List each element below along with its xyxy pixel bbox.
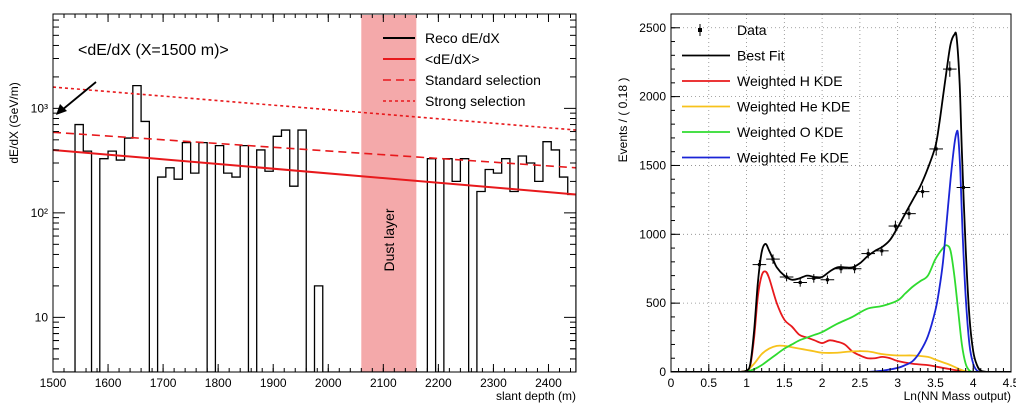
data-point [807,274,821,283]
weighted-h-kde-curve [738,270,974,372]
left-legend-entry: Reco dE/dX [383,30,500,46]
mean-dedx-line [53,148,576,196]
data-point [779,272,794,282]
data-point [943,61,957,77]
left-chart: Dust layer 1500 1600 1700 1800 1900 2000 2100 2… [7,13,577,403]
data-point [820,275,835,285]
data-point [956,181,971,194]
weighted-o-kde-curve [738,244,974,372]
left-x-tick-label: 1500 [40,376,67,390]
left-y-axis-label: dE/dX (GeV/m) [7,82,21,163]
data-point [915,185,930,198]
right-legend-entry: Weighted He KDE [682,99,850,115]
left-legend-entry: <dE/dX> [383,51,480,67]
right-legend-entry: Weighted H KDE [682,73,843,89]
left-legend: Reco dE/dX <dE/dX> Standard selection Stron… [383,30,541,109]
right-x-tick-label: 1 [743,376,750,390]
right-y-tick-label: 0 [659,365,666,379]
data-point [929,142,943,156]
right-legend-label: Weighted Fe KDE [737,150,849,166]
left-x-tick-label: 2400 [535,376,562,390]
left-x-tick-label: 1700 [150,376,177,390]
left-legend-label: <dE/dX> [425,51,480,67]
left-x-tick-label: 1800 [205,376,232,390]
right-y-tick-label: 1000 [639,227,666,241]
left-x-tick-label: 2000 [315,376,342,390]
right-x-tick-label: 0.5 [700,376,717,390]
data-point [752,259,767,270]
annotation-arrow [56,81,97,115]
right-legend-entry: Weighted O KDE [682,124,843,140]
annotation-text: <dE/dX (X=1500 m)> [78,42,229,59]
right-x-tick-label: 0 [668,376,675,390]
right-legend-label: Weighted O KDE [737,124,843,140]
left-legend-label: Reco dE/dX [425,30,500,46]
left-x-tick-label: 1900 [260,376,287,390]
data-point [847,264,862,274]
data-point [902,208,916,220]
right-y-tick-label: 2500 [639,21,666,35]
left-y-tick-label: 10³ [31,101,48,115]
right-chart: 0 0.5 1 1.5 2 2.5 3 3.5 4 4.5 0 500 1000 1500 2000 250… [616,13,1016,403]
data-point [861,248,875,259]
right-x-tick-label: 4.5 [1003,376,1016,390]
right-x-tick-label: 4 [970,376,977,390]
left-x-tick-label: 1600 [95,376,122,390]
left-legend-label: Strong selection [425,93,525,109]
left-y-tick-label: 10 [35,310,49,324]
left-x-axis-label: slant depth (m) [496,389,576,403]
weighted-he-kde-curve [738,344,974,372]
left-x-tick-label: 2300 [480,376,507,390]
reco-dedx-histogram [53,84,576,372]
best-fit-curve [738,31,989,372]
right-legend-entry: Data [698,22,767,38]
right-x-tick-label: 1.5 [776,376,793,390]
right-legend-entry: Weighted Fe KDE [682,150,849,166]
standard-selection-line [53,131,576,169]
right-x-tick-label: 3.5 [927,376,944,390]
weighted-fe-kde-curve [867,129,982,372]
dust-layer-label: Dust layer [381,208,397,271]
right-y-tick-label: 2000 [639,90,666,104]
right-legend-label: Weighted H KDE [737,73,843,89]
right-x-tick-label: 2 [819,376,826,390]
right-y-axis-label: Events / ( 0.18 ) [616,78,630,163]
right-legend-label: Best Fit [737,48,785,64]
right-legend-label: Data [737,22,767,38]
data-point [766,254,780,264]
left-x-tick-label: 2200 [425,376,452,390]
right-y-tick-label: 500 [646,296,666,310]
right-y-tick-label: 1500 [639,158,666,172]
right-legend-label: Weighted He KDE [737,99,850,115]
left-y-tick-label: 10² [31,206,48,220]
left-plot-frame [52,13,577,373]
right-legend-entry: Best Fit [682,48,785,64]
left-legend-label: Standard selection [425,72,541,88]
right-legend: Data Best Fit Weighted H KDE Weighted He KD… [682,22,850,166]
left-legend-entry: Standard selection [383,72,541,88]
left-legend-entry: Strong selection [383,93,525,109]
data-point [875,245,889,256]
data-point [793,278,807,287]
data-point [888,220,903,232]
dust-layer-band [361,15,417,372]
left-x-tick-label: 2100 [370,376,397,390]
data-point [834,264,848,274]
right-x-tick-label: 3 [894,376,901,390]
right-x-axis-label: Ln(NN Mass output) [904,389,1011,403]
right-x-tick-label: 2.5 [852,376,869,390]
